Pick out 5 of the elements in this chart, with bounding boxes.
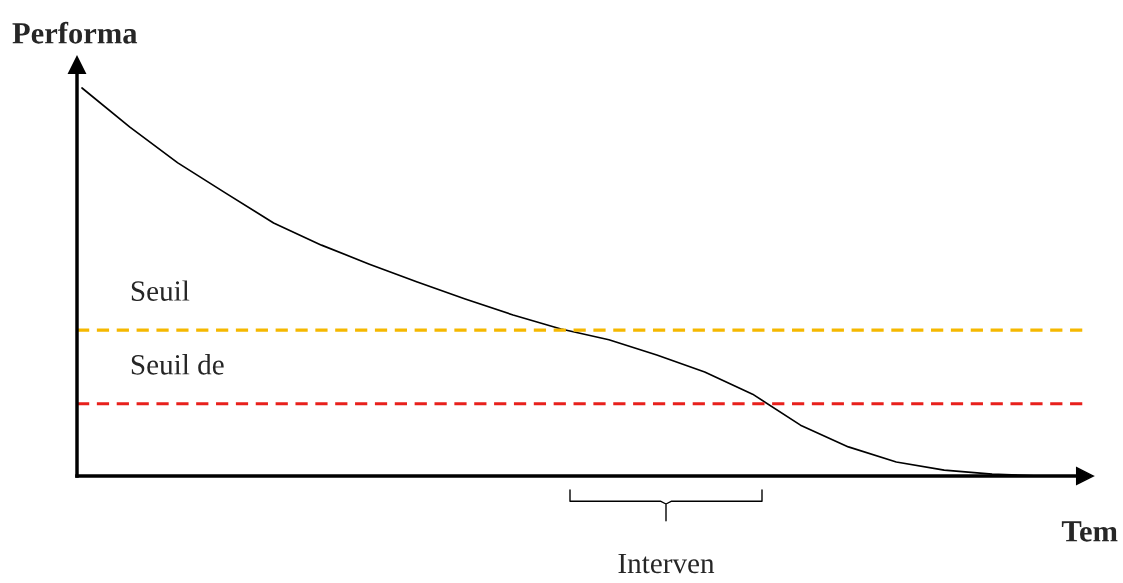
text: Interven [618,553,715,574]
y-axis-title: Performa [12,21,138,44]
ref-line-label: Seuil [131,280,190,301]
x-axis-title: Tem [1061,521,1118,542]
ref-line-label: Seuil de [131,354,224,375]
